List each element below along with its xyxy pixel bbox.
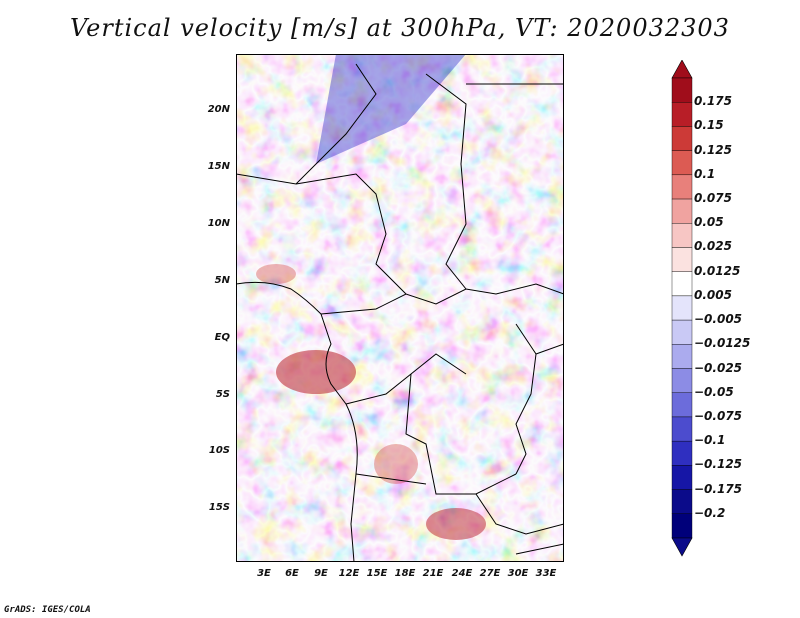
lon-tick-label: 6E <box>285 568 299 579</box>
colorbar-segment <box>671 271 693 297</box>
colorbar-tick-label: 0.005 <box>694 287 732 302</box>
colorbar-tick-label: −0.2 <box>694 505 726 520</box>
lon-tick-label: 12E <box>338 568 360 579</box>
lat-tick-label: 15S <box>208 502 230 513</box>
colorbar-tick-label: −0.0125 <box>694 336 751 351</box>
colorbar-bottom-triangle <box>671 537 693 557</box>
colorbar-segment <box>671 513 693 539</box>
colorbar-tick-label: −0.075 <box>694 408 743 423</box>
lon-tick-label: 33E <box>535 568 557 579</box>
lat-tick-label: 5N <box>214 275 230 286</box>
colorbar-segment <box>671 368 693 393</box>
colorbar-segment <box>671 247 693 272</box>
lon-tick-label: 3E <box>257 568 271 579</box>
colorbar-tick-label: 0.1 <box>694 166 716 181</box>
lon-tick-label: 24E <box>451 568 473 579</box>
colorbar-segment <box>671 150 693 176</box>
colorbar-segment <box>671 489 693 514</box>
colorbar-tick-label: −0.125 <box>694 457 743 472</box>
colorbar-tick-label: 0.15 <box>694 118 724 133</box>
colorbar-tick-label: −0.005 <box>694 312 743 327</box>
colorbar-tick-label: 0.175 <box>694 94 732 109</box>
lat-tick-label: 5S <box>215 389 230 400</box>
chart-title: Vertical velocity [m/s] at 300hPa, VT: 2… <box>70 14 730 42</box>
lon-tick-label: 21E <box>422 568 444 579</box>
colorbar-tick-label: −0.05 <box>694 384 734 399</box>
colorbar-segment <box>671 102 693 127</box>
colorbar-segment <box>671 77 693 103</box>
colorbar-tick-label: 0.025 <box>694 239 732 254</box>
colorbar-segment <box>671 344 693 369</box>
colorbar <box>671 60 693 557</box>
lon-tick-label: 9E <box>314 568 328 579</box>
lat-tick-label: EQ <box>214 332 230 343</box>
lat-tick-label: 20N <box>207 104 230 115</box>
lon-tick-label: 30E <box>507 568 529 579</box>
colorbar-segment <box>671 416 693 442</box>
lat-tick-label: 15N <box>207 161 230 172</box>
colorbar-tick-label: 0.05 <box>694 215 724 230</box>
colorbar-tick-label: −0.025 <box>694 360 743 375</box>
colorbar-top-triangle <box>671 60 693 79</box>
colorbar-segment <box>671 319 693 345</box>
lat-tick-label: 10S <box>208 445 230 456</box>
vertical-velocity-map <box>236 54 564 562</box>
colorbar-tick-label: 0.075 <box>694 191 732 206</box>
lon-tick-label: 27E <box>479 568 501 579</box>
colorbar-segment <box>671 174 693 200</box>
colorbar-tick-label: −0.175 <box>694 481 743 496</box>
colorbar-segment <box>671 440 693 466</box>
colorbar-segment <box>671 223 693 248</box>
lon-tick-label: 18E <box>394 568 416 579</box>
colorbar-segment <box>671 465 693 490</box>
colorbar-segment <box>671 392 693 418</box>
colorbar-tick-label: 0.0125 <box>694 263 741 278</box>
colorbar-tick-label: 0.125 <box>694 142 732 157</box>
credit-text: GrADS: IGES/COLA <box>4 605 91 615</box>
colorbar-segment <box>671 295 693 321</box>
lat-tick-label: 10N <box>207 218 230 229</box>
colorbar-segment <box>671 126 693 151</box>
colorbar-segment <box>671 198 693 224</box>
lon-tick-label: 15E <box>366 568 388 579</box>
colorbar-tick-label: −0.1 <box>694 433 726 448</box>
